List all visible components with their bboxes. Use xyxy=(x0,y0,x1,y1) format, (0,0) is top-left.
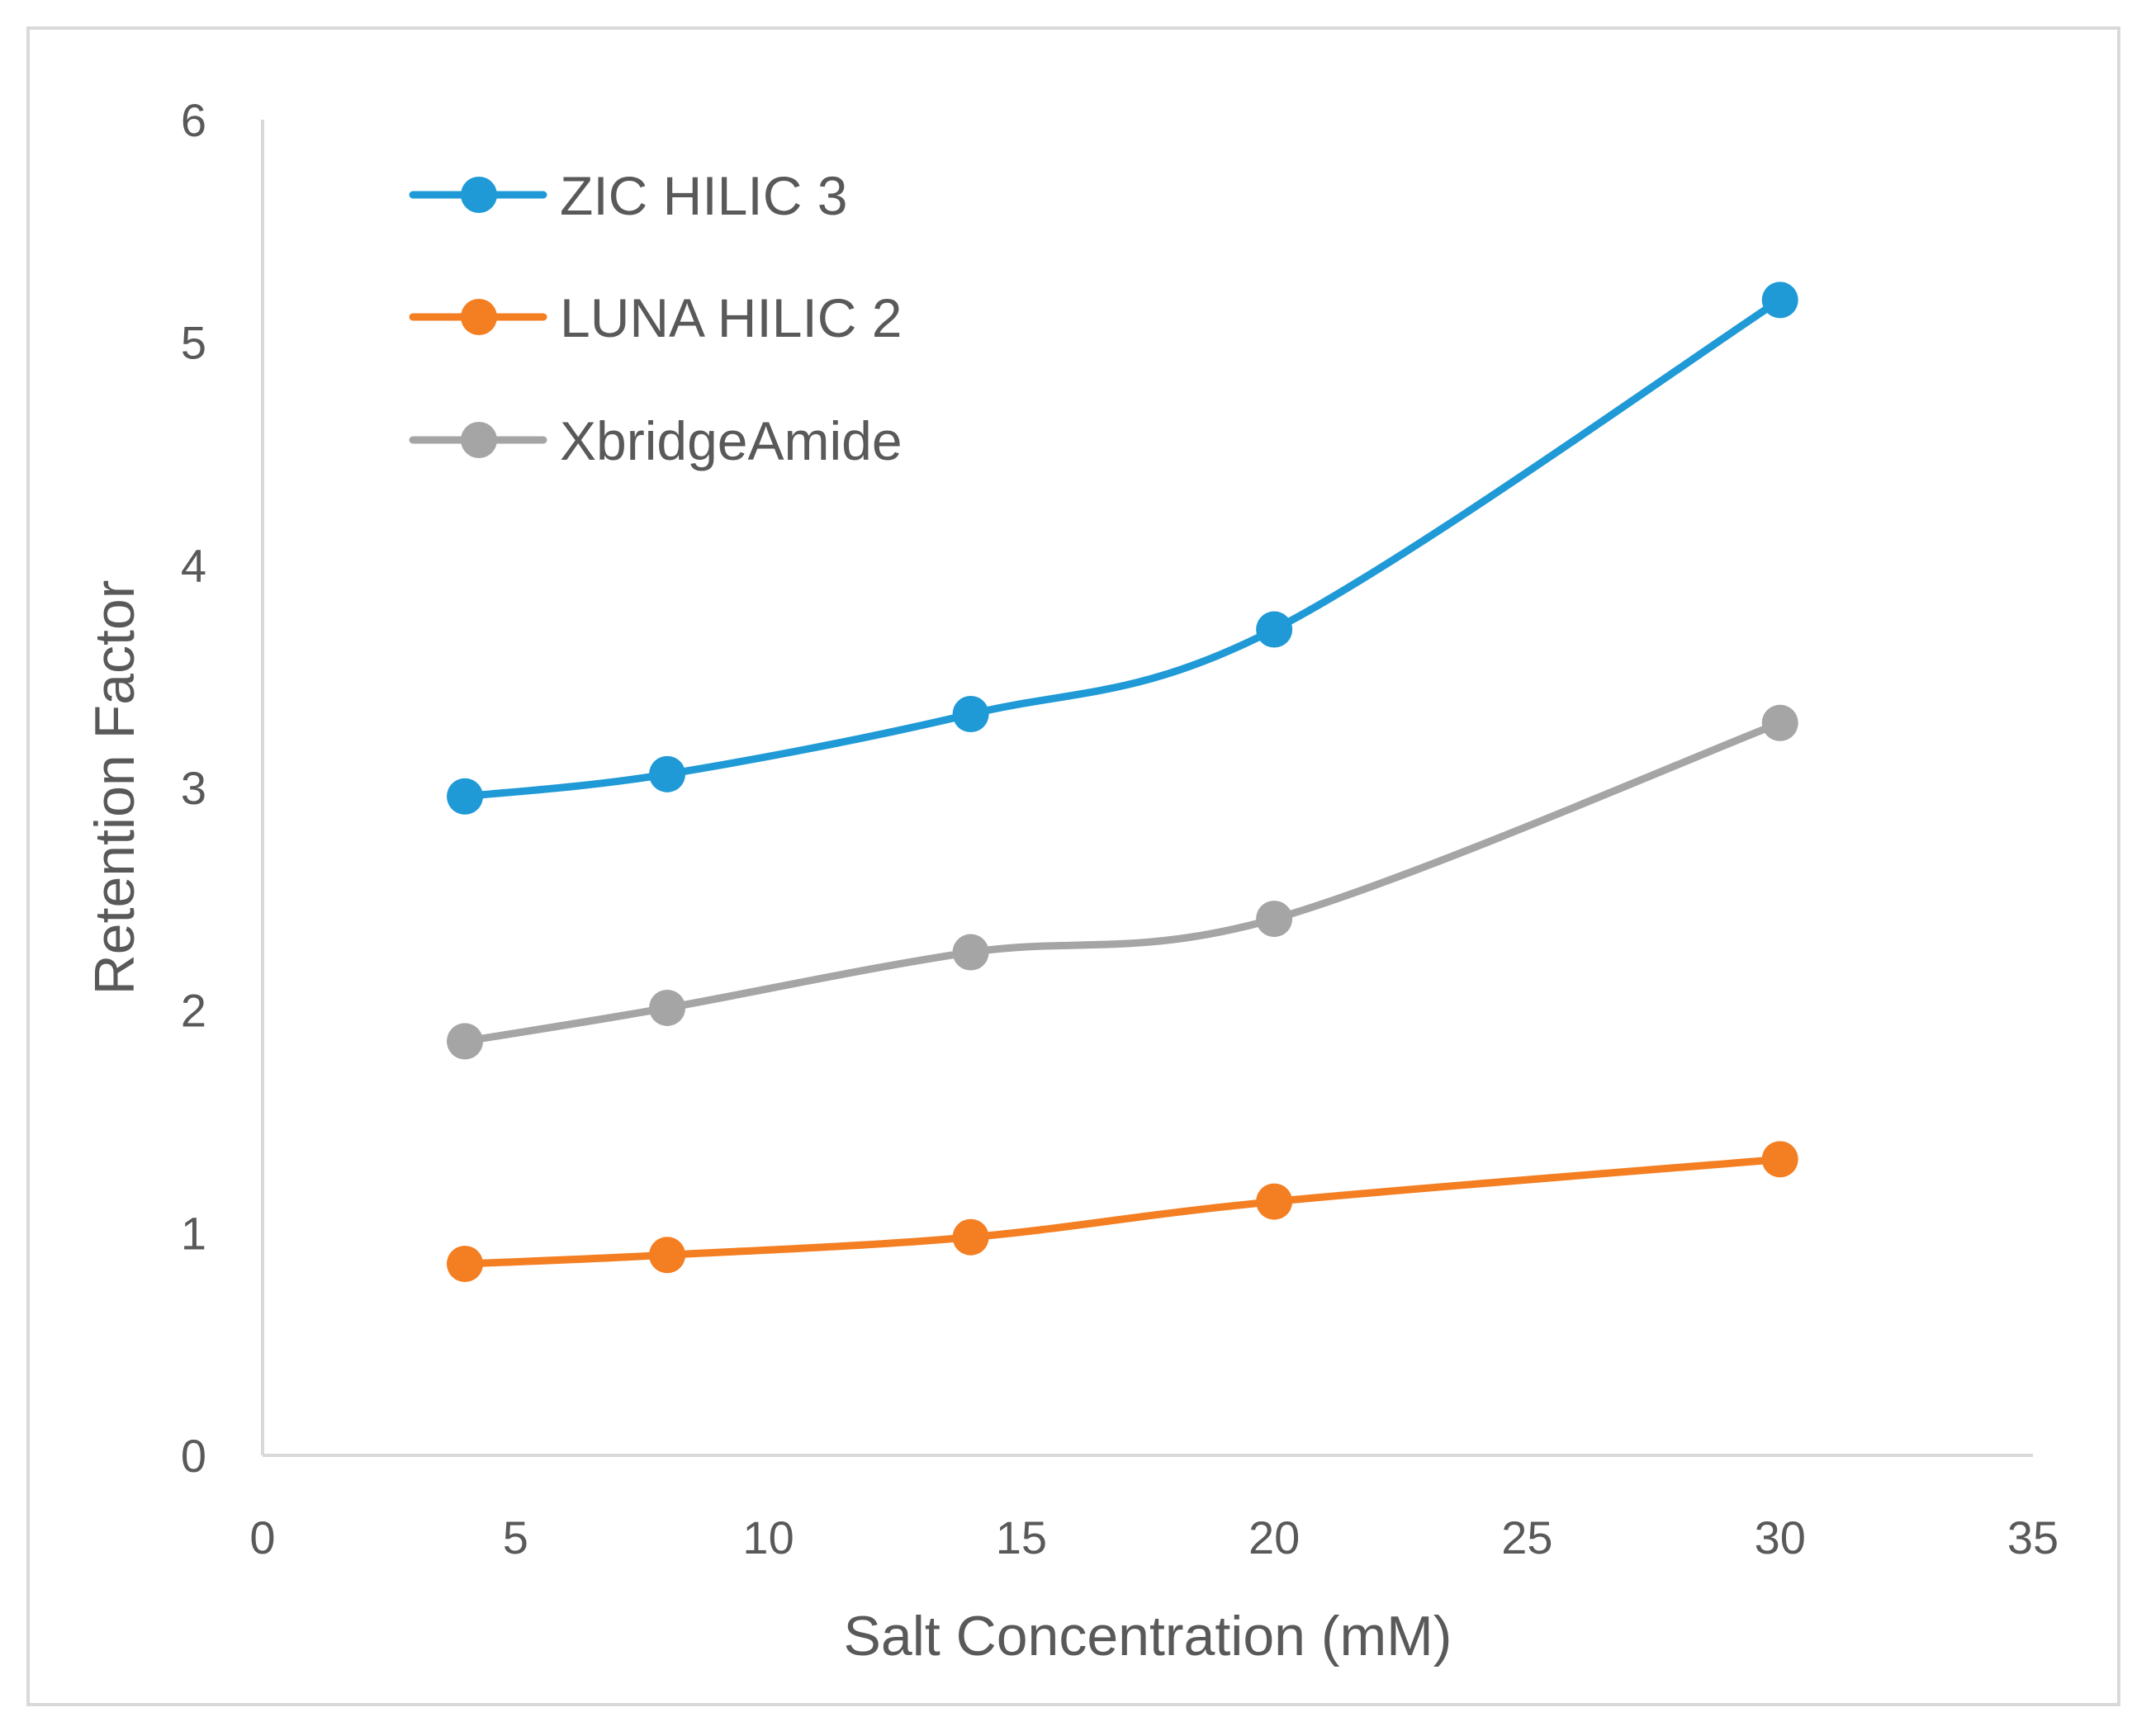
data-point-zic-hilic-3 xyxy=(447,778,484,815)
legend-marker-xbridgeamide xyxy=(461,422,497,458)
legend-marker-zic-hilic-3 xyxy=(461,177,497,213)
data-point-xbridgeamide xyxy=(447,1023,484,1060)
legend-label-xbridgeamide: XbridgeAmide xyxy=(560,410,903,471)
x-tick-label: 30 xyxy=(1755,1511,1806,1563)
x-tick-label: 35 xyxy=(2007,1511,2059,1563)
legend-marker-luna-hilic-2 xyxy=(461,299,497,335)
data-point-xbridgeamide xyxy=(1256,901,1293,938)
y-tick-label: 1 xyxy=(181,1207,206,1259)
series-line-luna-hilic-2 xyxy=(461,1155,1784,1268)
data-point-xbridgeamide xyxy=(1761,704,1798,741)
data-point-luna-hilic-2 xyxy=(1256,1183,1293,1220)
y-tick-label: 0 xyxy=(181,1430,206,1482)
data-point-luna-hilic-2 xyxy=(952,1218,989,1256)
x-tick-label: 20 xyxy=(1248,1511,1300,1563)
data-point-luna-hilic-2 xyxy=(649,1237,686,1274)
series-layer xyxy=(447,281,1798,1283)
x-tick-label: 10 xyxy=(742,1511,794,1563)
x-axis-title: Salt Concentration (mM) xyxy=(844,1605,1452,1667)
x-tick-label: 0 xyxy=(249,1511,275,1563)
data-point-xbridgeamide xyxy=(952,934,989,971)
y-tick-label: 5 xyxy=(181,317,206,369)
y-tick-label: 3 xyxy=(181,762,206,814)
legend-label-zic-hilic-3: ZIC HILIC 3 xyxy=(560,165,847,226)
y-tick-label: 2 xyxy=(181,985,206,1037)
data-point-luna-hilic-2 xyxy=(447,1246,484,1283)
x-tick-label: 5 xyxy=(503,1511,528,1563)
y-tick-label: 6 xyxy=(181,94,206,146)
data-point-luna-hilic-2 xyxy=(1761,1141,1798,1178)
data-point-zic-hilic-3 xyxy=(1761,281,1798,319)
x-tick-labels: 0 5 10 15 20 25 30 35 xyxy=(249,1511,2059,1563)
series-line-xbridgeamide xyxy=(461,719,1784,1045)
y-tick-label: 4 xyxy=(181,539,206,591)
y-axis-title: Retention Factor xyxy=(83,580,146,996)
data-point-zic-hilic-3 xyxy=(649,755,686,792)
data-point-zic-hilic-3 xyxy=(952,696,989,733)
data-point-zic-hilic-3 xyxy=(1256,611,1293,648)
y-tick-labels: 0 1 2 3 4 5 6 xyxy=(181,94,206,1482)
legend: ZIC HILIC 3 LUNA HILIC 2 XbridgeAmide xyxy=(409,165,903,471)
data-point-xbridgeamide xyxy=(649,989,686,1026)
x-tick-label: 25 xyxy=(1501,1511,1552,1563)
x-tick-label: 15 xyxy=(996,1511,1047,1563)
series-line-zic-hilic-3 xyxy=(461,296,1784,801)
legend-label-luna-hilic-2: LUNA HILIC 2 xyxy=(560,287,903,348)
